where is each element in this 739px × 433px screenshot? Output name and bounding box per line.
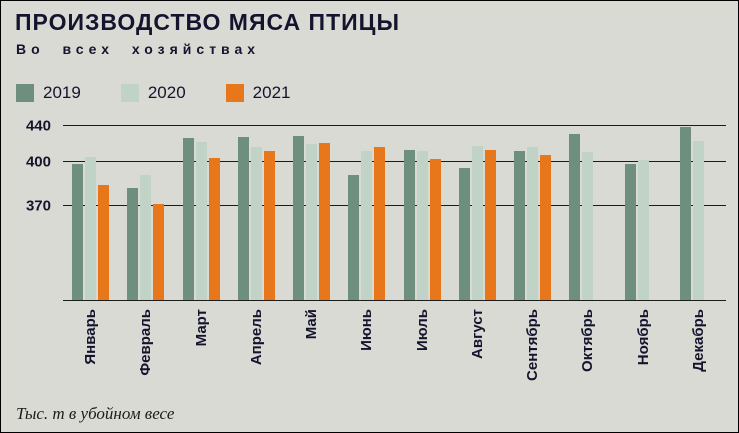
legend-swatch-2020 (120, 84, 139, 102)
bar-group-Июнь (339, 121, 394, 301)
x-tick-Сентябрь: Сентябрь (505, 305, 560, 397)
bar-2021-Август (484, 150, 496, 301)
legend-swatch-2021 (225, 84, 244, 102)
bar-2020-Февраль (140, 175, 152, 301)
legend-item-2020: 2020 (120, 83, 186, 103)
bar-2020-Июнь (361, 151, 373, 301)
bar-2020-Декабрь (692, 141, 704, 301)
bar-group-Май (284, 121, 339, 301)
gridline-370 (63, 204, 726, 206)
bar-2019-Апрель (237, 136, 249, 301)
bar-2021-Март (208, 157, 220, 301)
bar-group-Сентябрь (505, 121, 560, 301)
x-axis-line (63, 300, 726, 301)
x-tick-label: Ноябрь (634, 309, 652, 366)
bar-2019-Май (293, 135, 305, 301)
bar-group-Октябрь (560, 121, 615, 301)
bar-2019-Февраль (127, 188, 139, 301)
bars-container (63, 121, 726, 301)
gridline-400 (63, 161, 726, 163)
bar-2020-Март (195, 142, 207, 301)
bar-group-Январь (63, 121, 118, 301)
chart-area: 370 400 440 (15, 117, 726, 301)
legend-label: 2020 (147, 83, 186, 102)
bar-group-Ноябрь (616, 121, 671, 301)
y-tick-label-370: 370 (25, 197, 51, 215)
bar-2019-Октябрь (569, 133, 581, 301)
legend-item-2021: 2021 (225, 83, 291, 103)
bar-2019-Август (458, 168, 470, 301)
legend-label: 2021 (252, 83, 291, 102)
y-tick-label-400: 400 (25, 153, 51, 171)
x-tick-Декабрь: Декабрь (671, 305, 726, 397)
chart-title: ПРОИЗВОДСТВО МЯСА ПТИЦЫ (15, 9, 400, 35)
x-tick-label: Декабрь (689, 309, 707, 372)
bar-group-Апрель (229, 121, 284, 301)
x-tick-label: Сентябрь (524, 309, 542, 381)
x-tick-label: Февраль (137, 309, 155, 376)
x-tick-Май: Май (284, 305, 339, 397)
plot-area (63, 121, 726, 301)
x-tick-label: Август (468, 309, 486, 359)
legend: 2019 2020 2021 (16, 83, 290, 103)
x-tick-label: Май (303, 309, 321, 340)
y-tick-label-440: 440 (25, 117, 51, 134)
x-tick-label: Июль (413, 309, 431, 351)
bar-2020-Октябрь (582, 152, 594, 301)
x-tick-Август: Август (450, 305, 505, 397)
bar-2021-Сентябрь (540, 155, 552, 301)
x-axis-labels: Январь Февраль Март Апрель Май Июнь Июль Август… (63, 305, 726, 397)
bar-2019-Январь (72, 163, 84, 301)
bar-2019-Сентябрь (514, 151, 526, 301)
gridline-440 (63, 124, 726, 126)
chart-subtitle: Во всех хозяйствах (16, 41, 261, 57)
x-tick-label: Март (192, 309, 210, 347)
bar-2021-Январь (98, 185, 110, 301)
bar-2021-Июнь (374, 146, 386, 301)
x-tick-Июль: Июль (395, 305, 450, 397)
bar-2020-Сентябрь (527, 146, 539, 301)
x-tick-label: Июнь (358, 309, 376, 351)
bar-2020-Август (471, 145, 483, 301)
bar-2021-Февраль (153, 204, 165, 301)
x-tick-label: Октябрь (579, 309, 597, 372)
units-caption: Тыс. т в убойном весе (16, 404, 175, 423)
bar-2021-Апрель (263, 151, 275, 301)
bar-2020-Ноябрь (637, 159, 649, 301)
bar-group-Март (174, 121, 229, 301)
bar-2019-Ноябрь (624, 163, 636, 301)
bar-group-Июль (395, 121, 450, 301)
x-tick-Октябрь: Октябрь (560, 305, 615, 397)
x-tick-Ноябрь: Ноябрь (616, 305, 671, 397)
bar-group-Август (450, 121, 505, 301)
x-tick-Январь: Январь (63, 305, 118, 397)
x-tick-label: Апрель (247, 309, 265, 366)
legend-swatch-2019 (16, 84, 34, 102)
bar-2019-Июнь (348, 175, 360, 301)
bar-2020-Апрель (250, 146, 262, 301)
bar-2020-Январь (85, 156, 97, 301)
legend-item-2019: 2019 (16, 83, 81, 103)
x-tick-Февраль: Февраль (118, 305, 173, 397)
bar-2020-Май (306, 143, 318, 301)
x-tick-Июнь: Июнь (339, 305, 394, 397)
bar-group-Декабрь (671, 121, 726, 301)
bar-2020-Июль (416, 151, 428, 301)
x-tick-Апрель: Апрель (229, 305, 284, 397)
x-tick-label: Январь (82, 309, 100, 365)
bar-2019-Декабрь (679, 127, 691, 301)
legend-label: 2019 (43, 83, 81, 102)
bar-2021-Июль (429, 158, 441, 301)
bar-2019-Март (182, 138, 194, 301)
bar-2021-Май (319, 143, 331, 301)
bar-group-Февраль (118, 121, 173, 301)
x-tick-Март: Март (174, 305, 229, 397)
bar-2019-Июль (403, 150, 415, 301)
y-axis-labels: 370 400 440 (15, 117, 57, 301)
